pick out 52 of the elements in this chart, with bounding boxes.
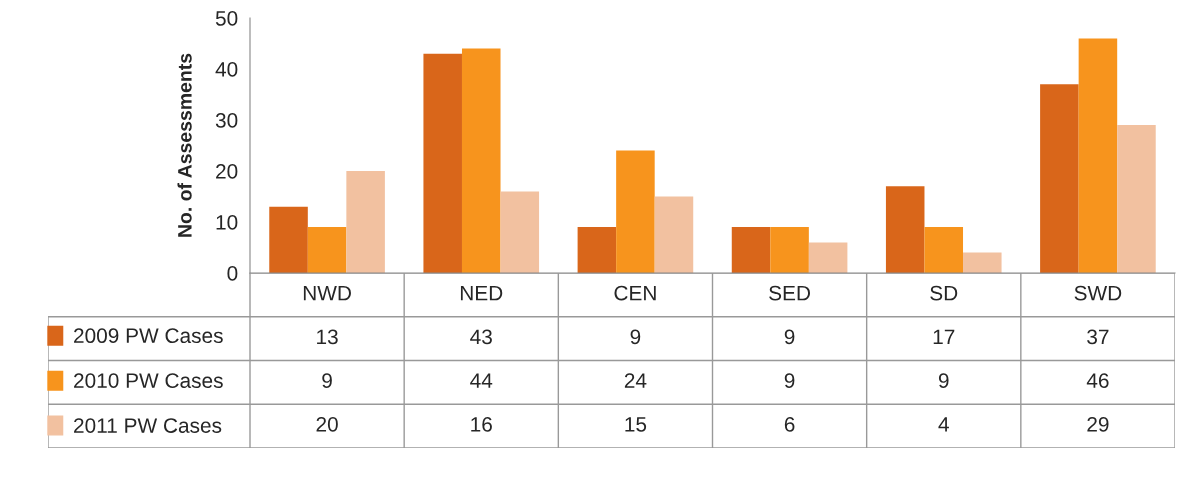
y-axis-title: No. of Assessments [177, 53, 192, 237]
data-label: 9 [784, 329, 795, 345]
data-label: 37 [1087, 329, 1109, 345]
data-label: 43 [470, 329, 492, 345]
bar [500, 191, 540, 273]
legend-label: 2011 PW Cases [74, 418, 222, 433]
data-label: 29 [1087, 416, 1109, 432]
data-label: 44 [470, 373, 493, 388]
y-tick-label: 20 [216, 164, 238, 179]
bar [654, 196, 694, 273]
bar [423, 53, 462, 273]
data-label: 16 [471, 416, 492, 432]
legend-label: 2010 PW Cases [74, 373, 223, 388]
legend-label: 2009 PW Cases [74, 328, 223, 344]
x-tick-label: SWD [1074, 285, 1122, 301]
data-label: 46 [1086, 373, 1109, 388]
bar [346, 171, 385, 273]
data-label: 9 [630, 329, 641, 345]
data-label: 24 [624, 373, 647, 388]
bar [731, 227, 771, 273]
bar [1040, 84, 1079, 273]
data-label: 13 [317, 329, 338, 345]
bar [808, 242, 848, 273]
data-label: 9 [784, 373, 795, 388]
y-tick-label: 30 [215, 113, 238, 128]
bar [307, 227, 347, 273]
bar [885, 186, 925, 273]
bar [616, 150, 655, 273]
y-tick-label: 0 [227, 266, 238, 281]
bar [269, 206, 308, 273]
data-label: 9 [322, 373, 332, 388]
data-label: 20 [316, 416, 338, 432]
data-label: 4 [938, 417, 949, 432]
data-label: 15 [625, 417, 647, 432]
x-tick-label: NWD [303, 285, 351, 301]
y-tick-label: 40 [215, 62, 238, 77]
y-tick-label: 50 [215, 11, 238, 26]
x-tick-label: CEN [614, 285, 656, 301]
y-tick-label: 10 [216, 215, 238, 230]
bar [577, 227, 617, 273]
bar [461, 48, 501, 273]
bar [770, 227, 809, 273]
bar [1078, 38, 1118, 273]
data-label: 6 [784, 416, 795, 432]
bar [1117, 125, 1156, 273]
x-tick-label: SED [769, 285, 810, 301]
bar [924, 227, 964, 273]
data-label: 9 [938, 373, 949, 388]
x-tick-label: NED [460, 285, 503, 301]
data-label: 17 [933, 329, 955, 345]
x-tick-label: SD [930, 285, 958, 301]
bar [963, 252, 1002, 273]
